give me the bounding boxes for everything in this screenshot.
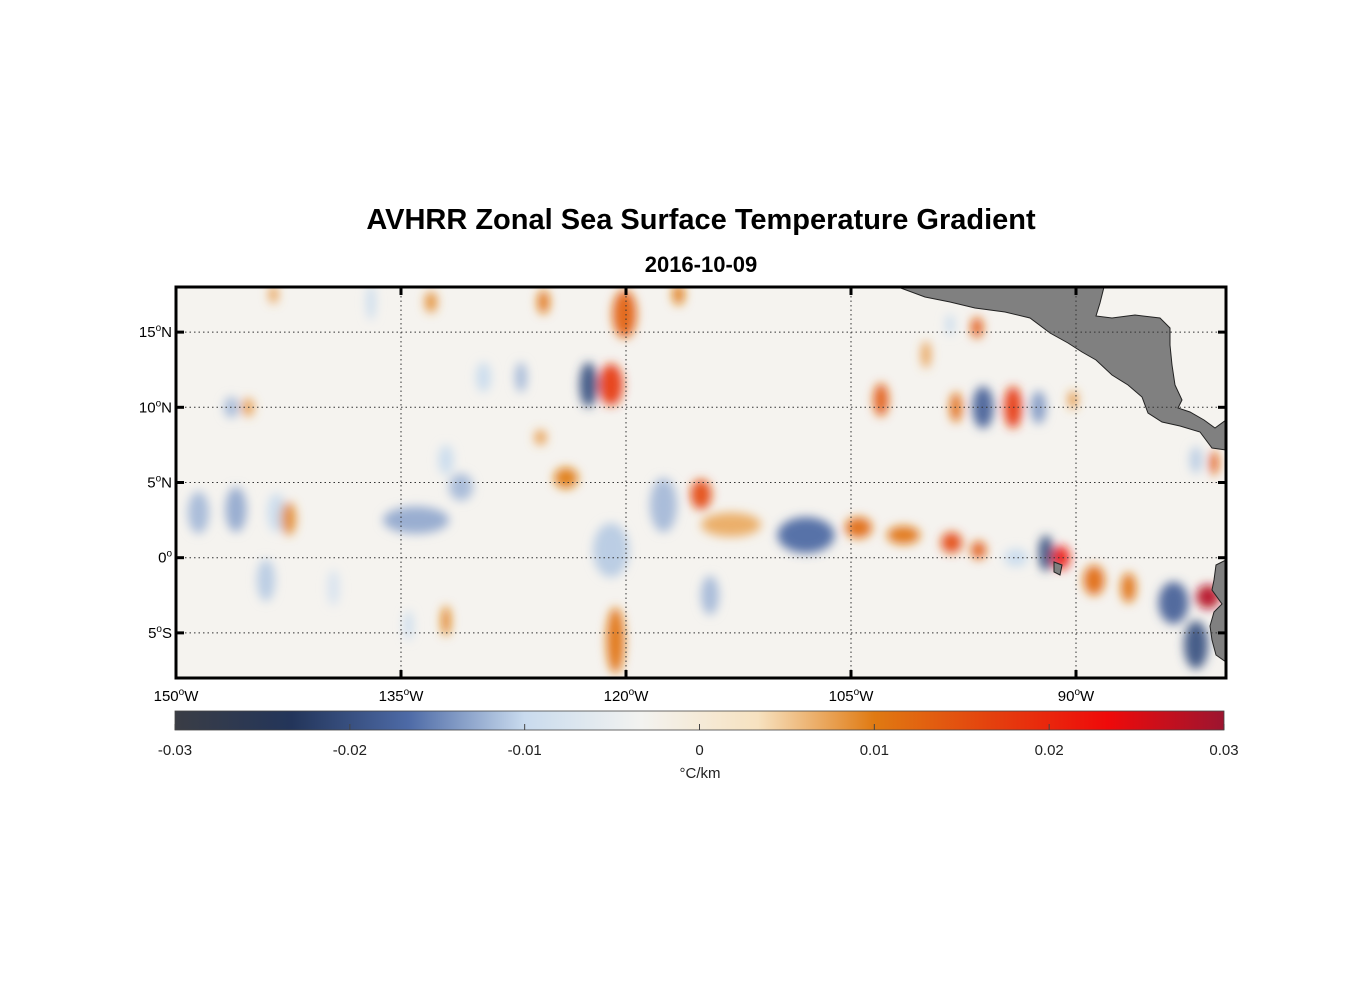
gradient-anomaly [1083,565,1105,596]
gradient-anomaly [845,517,872,539]
gradient-anomaly [1209,450,1219,475]
gradient-anomaly [1038,535,1054,572]
x-tick-label: 90oW [1058,687,1095,705]
gradient-anomaly [873,383,889,417]
gradient-anomaly [971,317,983,339]
x-tick-label: 120oW [604,687,650,705]
gradient-anomaly [579,362,598,408]
x-tick-label: 105oW [829,687,875,705]
colorbar-tick-label: -0.03 [158,742,192,759]
gradient-field [188,287,1220,674]
gradient-anomaly [1068,390,1078,409]
chart-subtitle: 2016-10-09 [644,252,758,277]
colorbar-tick-label: -0.02 [333,742,367,759]
y-tick-label: 15oN [139,323,172,341]
y-axis-labels: 15oN 10oN 5oN 0o 5oS [139,323,173,642]
colorbar-tick-label: 0.01 [860,742,889,759]
gradient-anomaly [537,290,550,315]
galapagos-islands [1053,561,1063,576]
gradient-anomaly [476,362,491,393]
gradient-anomaly [425,291,437,313]
gradient-anomaly [281,502,296,536]
y-tick-label: 5oN [147,474,172,492]
gradient-anomaly [650,477,677,533]
gradient-anomaly [599,363,623,406]
colorbar-tick-label: 0 [695,742,703,759]
gradient-anomaly [971,541,986,560]
y-tick-label: 5oS [148,624,172,642]
central-america-land [897,287,1226,451]
colorbar-label: °C/km [680,765,721,782]
gradient-anomaly [515,362,527,393]
gradient-anomaly [267,493,286,533]
x-tick-label: 135oW [379,687,425,705]
gradient-anomaly [404,610,413,641]
south-america-land [1209,559,1226,663]
colorbar-tick-label: 0.03 [1209,742,1238,759]
gradient-anomaly [606,607,625,674]
gradient-anomaly [1158,581,1189,624]
gradient-anomaly [887,526,920,545]
y-tick-label: 10oN [139,398,172,416]
axis-ticks [174,287,1226,678]
gradient-anomaly [225,487,247,533]
gradient-anomaly [269,287,278,304]
gradient-anomaly [701,512,761,537]
colorbar-tick-label: 0.02 [1035,742,1064,759]
gradient-anomaly [366,287,376,321]
gradient-anomaly [672,287,685,306]
gradient-anomaly [449,473,473,501]
gradient-anomaly [701,575,719,615]
y-tick-label: 0o [158,549,172,567]
gradient-anomaly [921,341,931,369]
land-mask [897,287,1226,663]
x-tick-label: 150oW [154,687,200,705]
gradient-anomaly [777,517,835,554]
gradient-anomaly [554,467,578,489]
gradient-anomaly [612,290,637,339]
gradient-anomaly [1190,446,1202,474]
gradient-anomaly [593,523,629,578]
gradient-anomaly [1004,548,1028,567]
gradient-anomaly [1031,390,1046,424]
gradient-anomaly [534,429,547,445]
chart-title: AVHRR Zonal Sea Surface Temperature Grad… [366,204,1036,236]
gradient-anomaly [1184,620,1208,669]
colorbar-tick-label: -0.01 [508,742,542,759]
gradient-anomaly [945,314,955,336]
gradient-anomaly [383,506,449,534]
gradient-anomaly [438,444,454,475]
x-axis-labels: 150oW 135oW 120oW 105oW 90oW [154,687,1095,705]
gradient-anomaly [941,532,962,554]
gradient-anomaly [188,491,209,534]
gradient-anomaly [441,605,451,636]
gradient-anomaly [690,479,712,510]
gradient-anomaly [327,569,340,606]
colorbar-ticks: -0.03 -0.02 -0.01 0 0.01 0.02 0.03 [158,724,1239,759]
gradient-anomaly [1121,572,1136,603]
gradient-anomaly [257,559,275,602]
